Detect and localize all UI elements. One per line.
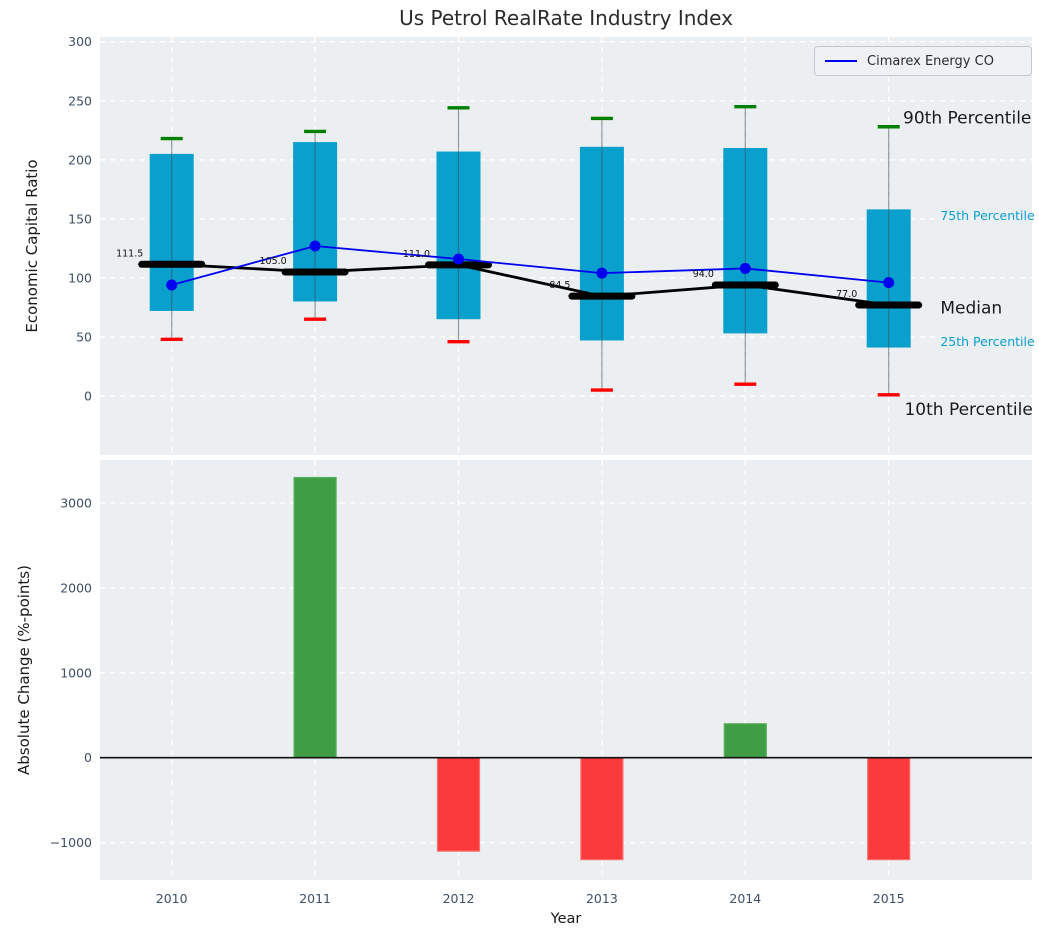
median-value-label-2015: 77.0 xyxy=(836,289,857,300)
y-tick-label: 0 xyxy=(84,750,92,765)
chart-title: Us Petrol RealRate Industry Index xyxy=(399,6,733,30)
company-point-2010 xyxy=(166,279,178,291)
y-tick-label: 0 xyxy=(84,388,92,403)
annotation-10th-percentile: 10th Percentile xyxy=(904,400,1032,420)
x-tick-label: 2010 xyxy=(156,891,188,906)
y-tick-label: −1000 xyxy=(50,835,92,850)
bar-2014 xyxy=(723,723,767,759)
y-tick-label: 2000 xyxy=(60,580,92,595)
x-axis-label: Year xyxy=(550,911,582,927)
median-value-label-2013: 84.5 xyxy=(549,280,570,291)
annotation-75th-percentile: 75th Percentile xyxy=(940,208,1035,223)
median-polyline xyxy=(171,262,889,307)
company-point-2011 xyxy=(309,240,321,252)
y-axis-label-top: Economic Capital Ratio xyxy=(23,159,41,333)
median-value-label-2012: 111.0 xyxy=(403,249,430,260)
y-tick-label: 200 xyxy=(68,152,92,167)
annotation-25th-percentile: 25th Percentile xyxy=(940,334,1035,349)
y-tick-label: 250 xyxy=(68,93,92,108)
y-tick-label: 300 xyxy=(68,34,92,49)
legend-line-icon xyxy=(825,59,857,63)
company-point-2012 xyxy=(453,253,464,265)
y-tick-label: 100 xyxy=(68,270,92,285)
company-line xyxy=(171,245,889,286)
annotation-90th-percentile: 90th Percentile xyxy=(903,108,1031,128)
median-value-label-2011: 105.0 xyxy=(259,256,286,267)
x-tick-label: 2014 xyxy=(729,891,761,906)
x-tick-label: 2012 xyxy=(443,891,475,906)
legend-label: Cimarex Energy CO xyxy=(867,53,994,69)
bar-2012 xyxy=(436,757,481,852)
y-tick-label: 50 xyxy=(76,329,92,344)
x-tick-label: 2013 xyxy=(586,891,618,906)
x-tick-label: 2015 xyxy=(873,891,905,906)
annotation-median: Median xyxy=(940,298,1002,318)
y-axis-label-bottom: Absolute Change (%-points) xyxy=(15,565,33,775)
x-tick-label: 2011 xyxy=(299,891,331,906)
y-tick-label: 3000 xyxy=(60,495,92,510)
company-point-2013 xyxy=(596,267,608,279)
median-value-label-2014: 94.0 xyxy=(693,269,714,280)
y-tick-label: 150 xyxy=(68,211,92,226)
median-value-label-2010: 111.5 xyxy=(116,248,143,259)
bar-2013 xyxy=(580,757,624,861)
y-tick-label: 1000 xyxy=(60,665,92,680)
bar-2015 xyxy=(867,757,911,861)
company-point-2014 xyxy=(739,262,751,274)
company-point-2015 xyxy=(883,277,895,289)
bar-2011 xyxy=(293,476,337,759)
legend: Cimarex Energy CO xyxy=(814,46,1032,76)
